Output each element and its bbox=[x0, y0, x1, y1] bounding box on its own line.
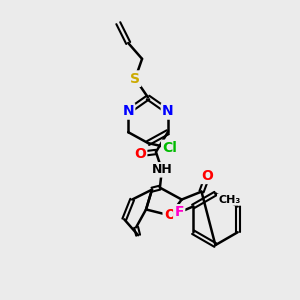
Text: S: S bbox=[130, 72, 140, 86]
Text: N: N bbox=[162, 104, 174, 118]
Text: CH₃: CH₃ bbox=[218, 194, 240, 205]
Text: F: F bbox=[175, 206, 184, 219]
Text: O: O bbox=[202, 169, 213, 183]
Text: O: O bbox=[134, 147, 146, 161]
Text: NH: NH bbox=[152, 163, 172, 176]
Text: O: O bbox=[164, 208, 176, 222]
Text: N: N bbox=[122, 104, 134, 118]
Text: Cl: Cl bbox=[162, 141, 177, 155]
